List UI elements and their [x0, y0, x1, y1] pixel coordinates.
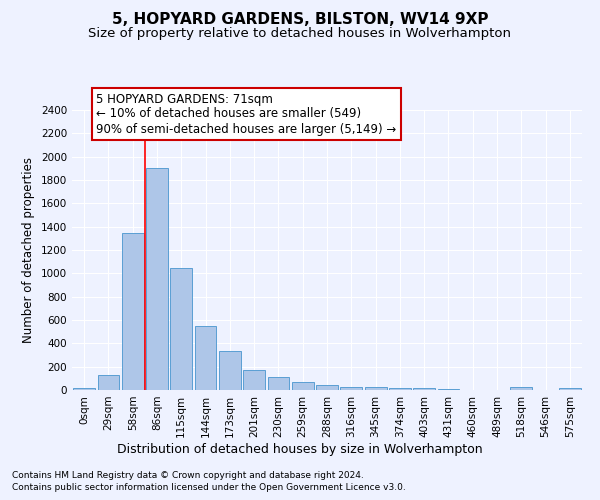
Bar: [268, 377, 289, 390]
Text: Size of property relative to detached houses in Wolverhampton: Size of property relative to detached ho…: [89, 28, 511, 40]
Bar: [97, 376, 119, 390]
Y-axis label: Number of detached properties: Number of detached properties: [22, 157, 35, 343]
Bar: [146, 168, 168, 390]
Text: 5 HOPYARD GARDENS: 71sqm
← 10% of detached houses are smaller (549)
90% of semi-: 5 HOPYARD GARDENS: 71sqm ← 10% of detach…: [96, 92, 397, 136]
Bar: [219, 351, 241, 390]
Bar: [340, 386, 362, 390]
Bar: [170, 268, 192, 390]
Text: Contains public sector information licensed under the Open Government Licence v3: Contains public sector information licen…: [12, 484, 406, 492]
Bar: [292, 382, 314, 390]
Bar: [365, 387, 386, 390]
Bar: [73, 388, 95, 390]
Bar: [511, 387, 532, 390]
Bar: [243, 370, 265, 390]
Bar: [194, 326, 217, 390]
Bar: [389, 388, 411, 390]
Text: Distribution of detached houses by size in Wolverhampton: Distribution of detached houses by size …: [117, 442, 483, 456]
Bar: [316, 386, 338, 390]
Text: 5, HOPYARD GARDENS, BILSTON, WV14 9XP: 5, HOPYARD GARDENS, BILSTON, WV14 9XP: [112, 12, 488, 28]
Text: Contains HM Land Registry data © Crown copyright and database right 2024.: Contains HM Land Registry data © Crown c…: [12, 471, 364, 480]
Bar: [122, 232, 143, 390]
Bar: [413, 388, 435, 390]
Bar: [559, 388, 581, 390]
